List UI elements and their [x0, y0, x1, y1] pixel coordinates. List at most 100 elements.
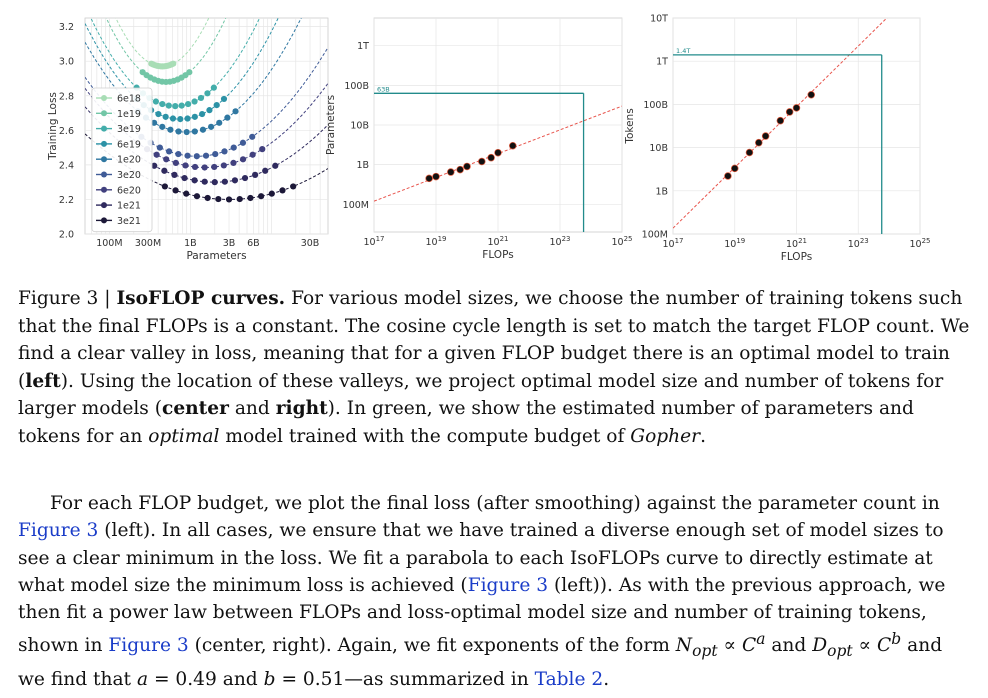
data-point — [171, 171, 178, 178]
data-point — [249, 133, 256, 140]
data-point — [204, 90, 211, 97]
legend-box — [91, 87, 153, 233]
data-point — [177, 115, 184, 123]
table-2-link[interactable]: Table 2 — [534, 668, 604, 690]
x-tick-label: 3B — [223, 238, 236, 249]
y-tick-label: 100M — [642, 230, 668, 241]
data-point — [201, 178, 208, 185]
data-point — [159, 123, 166, 130]
data-point — [224, 114, 231, 121]
body-paragraph: For each FLOP budget, we plot the final … — [18, 493, 946, 690]
data-point — [425, 174, 433, 183]
data-point — [152, 98, 160, 105]
plot-group — [673, 18, 888, 234]
data-point — [202, 152, 210, 159]
data-point — [247, 194, 254, 202]
y-tick-label: 1T — [656, 57, 668, 68]
data-point — [211, 163, 218, 171]
data-point — [776, 116, 785, 125]
data-point — [225, 196, 233, 203]
data-point — [170, 60, 177, 67]
data-point — [463, 162, 471, 171]
data-point — [215, 195, 222, 203]
data-point — [259, 146, 266, 153]
y-tick-label: 2.6 — [59, 126, 74, 137]
y-tick-label: 100M — [343, 200, 369, 211]
data-point — [172, 159, 179, 166]
data-point — [185, 100, 192, 108]
data-point — [165, 102, 172, 109]
isoflop-loss-chart: 2.0 2.2 2.4 2.6 2.8 3.0 3.2 100M 300M 1B 3B 6B 30B Pa… — [47, 17, 329, 262]
data-point — [207, 123, 215, 130]
legend-label: 3e21 — [117, 216, 141, 227]
data-point — [220, 162, 227, 169]
x-axis-label: FLOPs — [482, 249, 513, 261]
data-point — [169, 115, 177, 122]
x-tick-label: 30B — [301, 238, 320, 249]
y-tick-label: 10T — [650, 14, 668, 25]
data-point — [183, 190, 190, 197]
x-tick-label: 100M — [96, 238, 122, 249]
data-point — [159, 100, 166, 108]
y-axis-label: Training Loss — [47, 92, 59, 161]
y-tick-label: 2.8 — [59, 91, 74, 102]
x-tick-label: 1017 — [363, 235, 384, 248]
data-point — [155, 110, 162, 118]
data-point — [156, 144, 163, 151]
data-point — [175, 150, 182, 158]
data-point — [447, 168, 455, 176]
data-point — [153, 151, 160, 158]
data-point — [509, 141, 517, 150]
figure-3-link[interactable]: Figure 3 — [108, 635, 189, 657]
x-tick-label: 1B — [184, 238, 197, 249]
data-point — [151, 119, 158, 126]
x-tick-label: 1023 — [848, 237, 869, 250]
legend-label: 6e20 — [117, 185, 141, 196]
x-tick-label: 300M — [135, 238, 161, 249]
y-tick-label: 10B — [350, 121, 369, 132]
data-point — [792, 104, 801, 112]
gopher-annotation: 63B — [377, 85, 390, 93]
data-point — [210, 84, 217, 91]
x-tick-label: 1021 — [487, 235, 508, 248]
x-tick-label: 1023 — [549, 235, 570, 248]
data-point — [230, 159, 237, 166]
plot-group — [374, 92, 622, 232]
legend-marker — [101, 171, 107, 178]
data-point — [197, 94, 205, 102]
legend-label: 3e19 — [117, 124, 141, 135]
data-point — [785, 108, 794, 116]
y-tick-label: 2.4 — [59, 160, 74, 171]
tokens-vs-flops-chart: 1017 1019 1021 1023 1025 100M 1B 10B 100B 1T 10T FL… — [624, 14, 931, 264]
data-point — [478, 157, 486, 166]
data-point — [191, 113, 198, 120]
data-point — [213, 101, 220, 109]
data-point — [239, 156, 247, 163]
data-point — [290, 183, 297, 190]
y-tick-label: 1B — [655, 186, 668, 197]
data-point — [193, 153, 200, 160]
y-tick-label: 100B — [344, 81, 369, 92]
data-point — [220, 95, 228, 103]
data-point — [181, 174, 188, 182]
legend-marker — [101, 140, 107, 147]
data-point — [186, 69, 193, 76]
x-tick-label: 1021 — [786, 237, 807, 250]
data-point — [755, 138, 763, 147]
legend-label: 1e19 — [117, 109, 141, 120]
data-point — [239, 139, 247, 146]
data-point — [184, 115, 191, 122]
data-point — [206, 107, 213, 114]
figure-3-link[interactable]: Figure 3 — [467, 574, 549, 596]
x-tick-label: 6B — [247, 238, 260, 249]
legend-label: 6e19 — [117, 139, 141, 150]
data-point — [212, 150, 219, 158]
data-point — [272, 162, 279, 169]
legend-marker — [101, 110, 107, 117]
data-point — [761, 132, 770, 140]
figure-3-link[interactable]: Figure 3 — [18, 520, 99, 542]
data-point — [241, 174, 249, 182]
data-point — [494, 148, 502, 157]
data-point — [191, 128, 198, 135]
data-point — [230, 144, 237, 151]
